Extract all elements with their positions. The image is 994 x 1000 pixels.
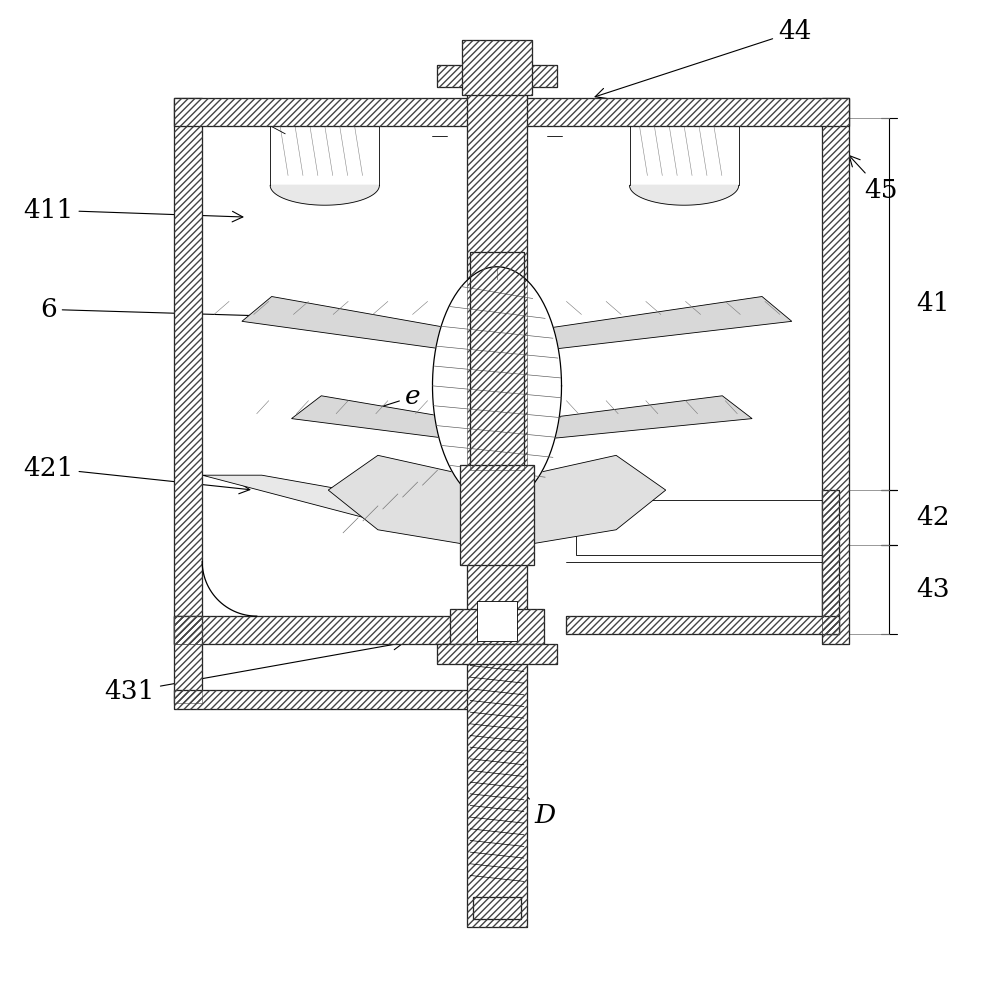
Bar — [822, 98, 850, 644]
Bar — [437, 65, 557, 87]
Bar — [174, 98, 202, 644]
Polygon shape — [527, 297, 792, 351]
Bar — [462, 40, 532, 95]
Bar — [174, 690, 507, 709]
Bar — [174, 616, 202, 703]
Bar — [822, 490, 840, 634]
Text: 42: 42 — [915, 505, 949, 530]
Bar — [477, 601, 517, 641]
Text: 6: 6 — [40, 297, 274, 322]
Polygon shape — [242, 297, 467, 351]
Polygon shape — [527, 396, 752, 440]
Bar — [450, 609, 544, 644]
Bar — [567, 616, 840, 634]
Text: 45: 45 — [849, 156, 898, 203]
Bar — [460, 465, 534, 565]
Bar — [822, 98, 850, 644]
Bar — [473, 897, 521, 919]
Bar — [473, 897, 521, 919]
Bar — [174, 98, 202, 644]
Text: 431: 431 — [104, 639, 404, 704]
Polygon shape — [527, 455, 666, 545]
Text: 411: 411 — [23, 198, 243, 223]
Bar — [437, 644, 557, 664]
Bar — [462, 40, 532, 95]
Polygon shape — [328, 455, 467, 545]
Text: 43: 43 — [915, 577, 949, 602]
Bar — [567, 616, 840, 634]
Bar — [437, 644, 557, 664]
Bar — [577, 500, 822, 555]
Bar — [460, 465, 534, 565]
Bar — [822, 490, 840, 634]
Polygon shape — [291, 396, 467, 440]
Bar — [467, 68, 527, 927]
Bar — [470, 252, 524, 470]
Text: 41: 41 — [915, 291, 949, 316]
Text: 421: 421 — [23, 456, 249, 494]
Polygon shape — [270, 185, 380, 205]
Bar — [174, 616, 202, 703]
Text: 44: 44 — [595, 19, 811, 98]
Bar — [174, 616, 452, 644]
Polygon shape — [629, 185, 739, 205]
Bar — [450, 609, 544, 644]
Bar — [470, 252, 524, 470]
Text: e: e — [357, 384, 420, 416]
Bar — [174, 98, 850, 126]
Polygon shape — [432, 267, 562, 505]
Bar — [174, 98, 850, 126]
Bar — [174, 616, 452, 644]
Bar — [437, 65, 557, 87]
Polygon shape — [202, 475, 467, 545]
Bar — [174, 690, 507, 709]
Text: D: D — [515, 783, 556, 828]
Bar — [467, 68, 527, 927]
